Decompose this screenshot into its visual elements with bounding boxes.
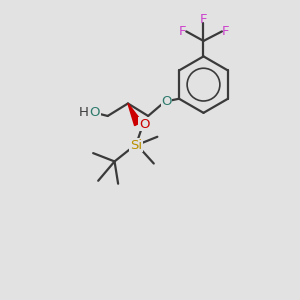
Text: O: O [89,106,100,119]
Text: F: F [222,25,229,38]
Text: O: O [139,118,149,131]
Text: O: O [161,94,172,108]
Text: Si: Si [130,139,142,152]
Text: F: F [200,13,207,26]
Text: F: F [179,25,186,38]
Text: H: H [78,106,88,119]
Polygon shape [128,103,142,126]
